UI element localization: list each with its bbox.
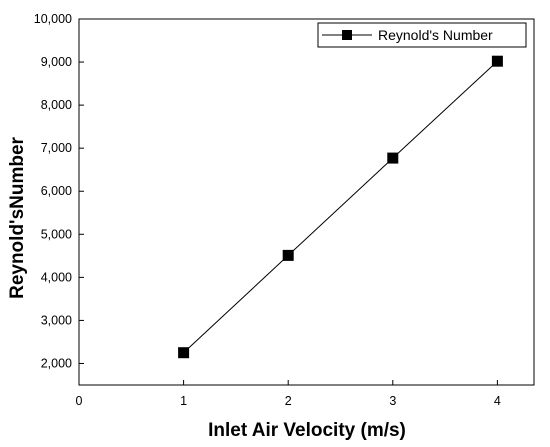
x-tick-label: 3	[389, 394, 396, 408]
legend-marker	[342, 30, 352, 40]
legend-label: Reynold's Number	[378, 27, 493, 43]
y-tick-label: 3,000	[41, 313, 72, 327]
data-point	[491, 55, 503, 67]
y-tick-label: 2,000	[41, 356, 72, 370]
y-tick-label: 7,000	[41, 141, 72, 155]
x-tick-label: 0	[76, 394, 83, 408]
y-axis-ticks: 2,000 3,000 4,000 5,000 6,000 7,000 8,000 9,000…	[34, 12, 84, 370]
y-tick-label: 8,000	[41, 98, 72, 112]
y-tick-label: 9,000	[41, 55, 72, 69]
series-layer	[178, 55, 503, 359]
data-point	[178, 347, 190, 359]
x-axis-title: Inlet Air Velocity (m/s)	[208, 420, 406, 441]
legend: Reynold's Number	[317, 22, 527, 48]
y-tick-label: 5,000	[41, 227, 72, 241]
x-tick-label: 4	[494, 394, 501, 408]
data-point	[387, 152, 399, 164]
y-tick-label: 6,000	[41, 184, 72, 198]
y-tick-label: 10,000	[34, 12, 72, 26]
plot-frame	[78, 18, 535, 386]
y-axis-title: Reynold'sNumber	[7, 136, 28, 298]
x-tick-label: 2	[285, 394, 292, 408]
x-axis-ticks: 0 1 2 3 4	[76, 380, 501, 408]
x-tick-label: 1	[180, 394, 187, 408]
series-line	[183, 60, 498, 354]
data-point	[282, 249, 294, 261]
y-tick-label: 4,000	[41, 270, 72, 284]
